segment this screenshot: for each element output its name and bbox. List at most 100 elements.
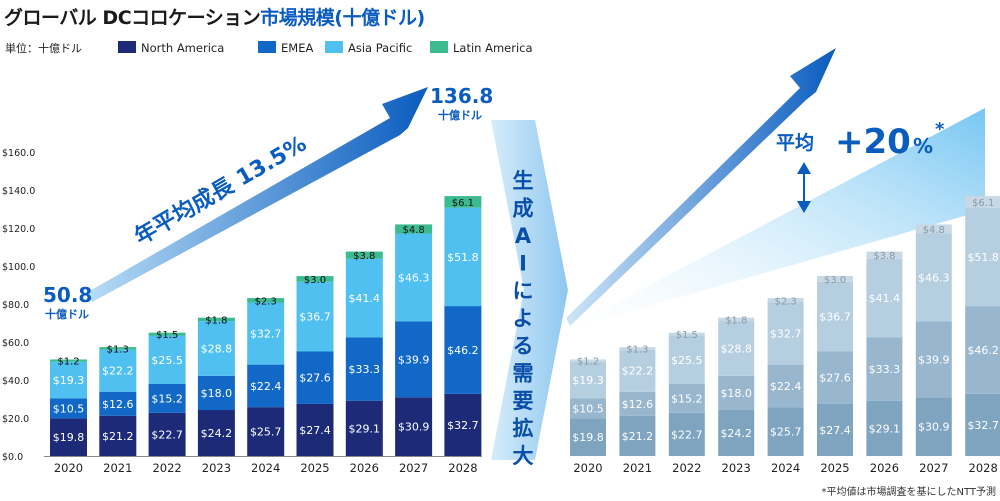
avg-value: +20 [835, 122, 911, 162]
y-tick-label: $140.0 [2, 186, 35, 197]
x-tick-label-2024: 2024 [251, 461, 280, 475]
bar-asia-pacific-2020 [50, 361, 87, 399]
bar-emea-2027 [395, 321, 433, 398]
data-label-emea-2027: $39.9 [398, 353, 430, 366]
legend-label-emea: EMEA [281, 41, 313, 55]
bar-asia-pacific-2025 [296, 281, 334, 352]
bar-emea-2020 [50, 398, 87, 419]
middle-label-char: A [515, 224, 532, 248]
bar-emea-2021 [99, 391, 137, 416]
legend-swatch-latin-america [430, 41, 448, 53]
data-label-asia-pacific-2020: $19.3 [572, 374, 604, 387]
x-tick-label-2022: 2022 [672, 461, 701, 475]
data-label-emea-2025: $27.6 [819, 372, 851, 385]
bar-north-america-2025 [296, 403, 334, 456]
avg-mark: * [935, 119, 945, 140]
data-label-latin-america-2023: $1.8 [725, 315, 747, 326]
bar-latin-america-2025 [817, 276, 853, 282]
y-tick-label: $60.0 [2, 338, 29, 349]
bar-asia-pacific-2022 [148, 335, 186, 384]
bar-asia-pacific-2023 [718, 321, 755, 376]
data-label-north-america-2023: $24.2 [720, 427, 752, 440]
bar-latin-america-2027 [915, 224, 952, 234]
data-label-north-america-2022: $22.7 [151, 428, 183, 441]
data-label-asia-pacific-2023: $28.8 [720, 342, 752, 355]
bar-asia-pacific-2026 [866, 258, 903, 338]
data-label-asia-pacific-2024: $32.7 [250, 328, 282, 341]
data-label-emea-2020: $10.5 [53, 402, 85, 415]
data-label-asia-pacific-2021: $22.2 [102, 365, 134, 378]
x-tick-label-2026: 2026 [350, 461, 379, 475]
bar-emea-2022 [148, 383, 186, 413]
bar-north-america-2023 [718, 410, 755, 456]
data-label-north-america-2020: $19.8 [572, 431, 604, 444]
data-label-latin-america-2021: $1.3 [107, 344, 129, 355]
data-label-north-america-2028: $32.7 [967, 419, 999, 432]
x-tick-label-2020: 2020 [54, 461, 83, 475]
legend-label-latin-america: Latin America [453, 41, 533, 55]
title-main: グローバル DCコロケーション [4, 7, 261, 29]
bar-latin-america-2027 [395, 224, 433, 234]
bar-north-america-2027 [915, 397, 952, 456]
y-tick-label: $0.0 [2, 452, 23, 463]
x-tick-label-2025: 2025 [300, 461, 329, 475]
data-label-latin-america-2024: $2.3 [255, 296, 277, 307]
bar-latin-america-2021 [99, 347, 137, 350]
bar-latin-america-2022 [148, 332, 186, 336]
x-tick-label-2025: 2025 [820, 461, 849, 475]
data-label-latin-america-2028: $6.1 [972, 198, 994, 209]
data-label-latin-america-2021: $1.3 [626, 344, 648, 355]
bar-north-america-2024 [247, 407, 285, 456]
x-tick-label-2020: 2020 [573, 461, 602, 475]
data-label-latin-america-2027: $4.8 [402, 225, 424, 236]
data-label-emea-2023: $18.0 [201, 387, 233, 400]
bar-emea-2027 [915, 321, 952, 398]
data-label-asia-pacific-2027: $46.3 [918, 271, 950, 284]
bar-latin-america-2026 [866, 251, 903, 259]
data-label-emea-2026: $33.3 [349, 363, 381, 376]
bar-north-america-2026 [866, 400, 903, 456]
data-label-asia-pacific-2026: $41.4 [349, 292, 381, 305]
bar-latin-america-2021 [619, 347, 656, 350]
data-label-latin-america-2025: $3.0 [824, 275, 846, 286]
data-label-north-america-2022: $22.7 [671, 428, 703, 441]
data-label-north-america-2027: $30.9 [398, 421, 430, 434]
bar-emea-2021 [619, 391, 656, 416]
bar-north-america-2025 [817, 403, 853, 456]
data-label-north-america-2025: $27.4 [299, 424, 331, 437]
legend-swatch-emea [258, 41, 276, 53]
bar-asia-pacific-2027 [915, 233, 952, 322]
bar-latin-america-2026 [345, 251, 383, 259]
x-tick-label-2027: 2027 [919, 461, 948, 475]
bar-asia-pacific-2021 [619, 349, 656, 392]
bars-right: $19.8 $10.5 $19.3 $1.2 $21.2 $12.6 $22.2 $1.3 $2… [570, 196, 1000, 456]
data-label-asia-pacific-2026: $41.4 [869, 292, 901, 305]
chart-title: グローバル DCコロケーション市場規模(十億ドル) [4, 3, 425, 30]
bar-asia-pacific-2021 [99, 349, 137, 392]
middle-label-char: 要 [513, 389, 534, 413]
growth-wedge [565, 108, 985, 330]
bar-asia-pacific-2028 [965, 207, 1000, 307]
bar-emea-2023 [197, 375, 235, 411]
data-label-latin-america-2023: $1.8 [205, 315, 227, 326]
data-label-emea-2020: $10.5 [572, 402, 604, 415]
bar-north-america-2022 [148, 412, 186, 456]
data-label-north-america-2020: $19.8 [53, 431, 85, 444]
x-labels-left: 2020 2021 2022 2023 2024 2025 2026 2027 2028 [54, 461, 478, 475]
data-label-emea-2025: $27.6 [299, 372, 331, 385]
double-arrow-icon [797, 162, 811, 213]
bars-left: $19.8 $10.5 $19.3 $1.2 $21.2 $12.6 $22.2 $1.3 $2… [50, 196, 482, 456]
bar-asia-pacific-2024 [247, 302, 285, 365]
bar-latin-america-2022 [668, 332, 705, 336]
data-label-emea-2021: $12.6 [102, 398, 134, 411]
bar-north-america-2028 [444, 393, 482, 456]
bar-asia-pacific-2020 [570, 361, 606, 399]
data-label-asia-pacific-2020: $19.3 [53, 374, 85, 387]
bar-emea-2023 [718, 375, 755, 411]
bar-emea-2028 [965, 306, 1000, 394]
data-label-asia-pacific-2024: $32.7 [770, 328, 802, 341]
data-label-emea-2021: $12.6 [622, 398, 654, 411]
bar-latin-america-2020 [570, 359, 606, 362]
middle-label-char: 需 [513, 362, 534, 386]
data-label-emea-2026: $33.3 [869, 363, 901, 376]
